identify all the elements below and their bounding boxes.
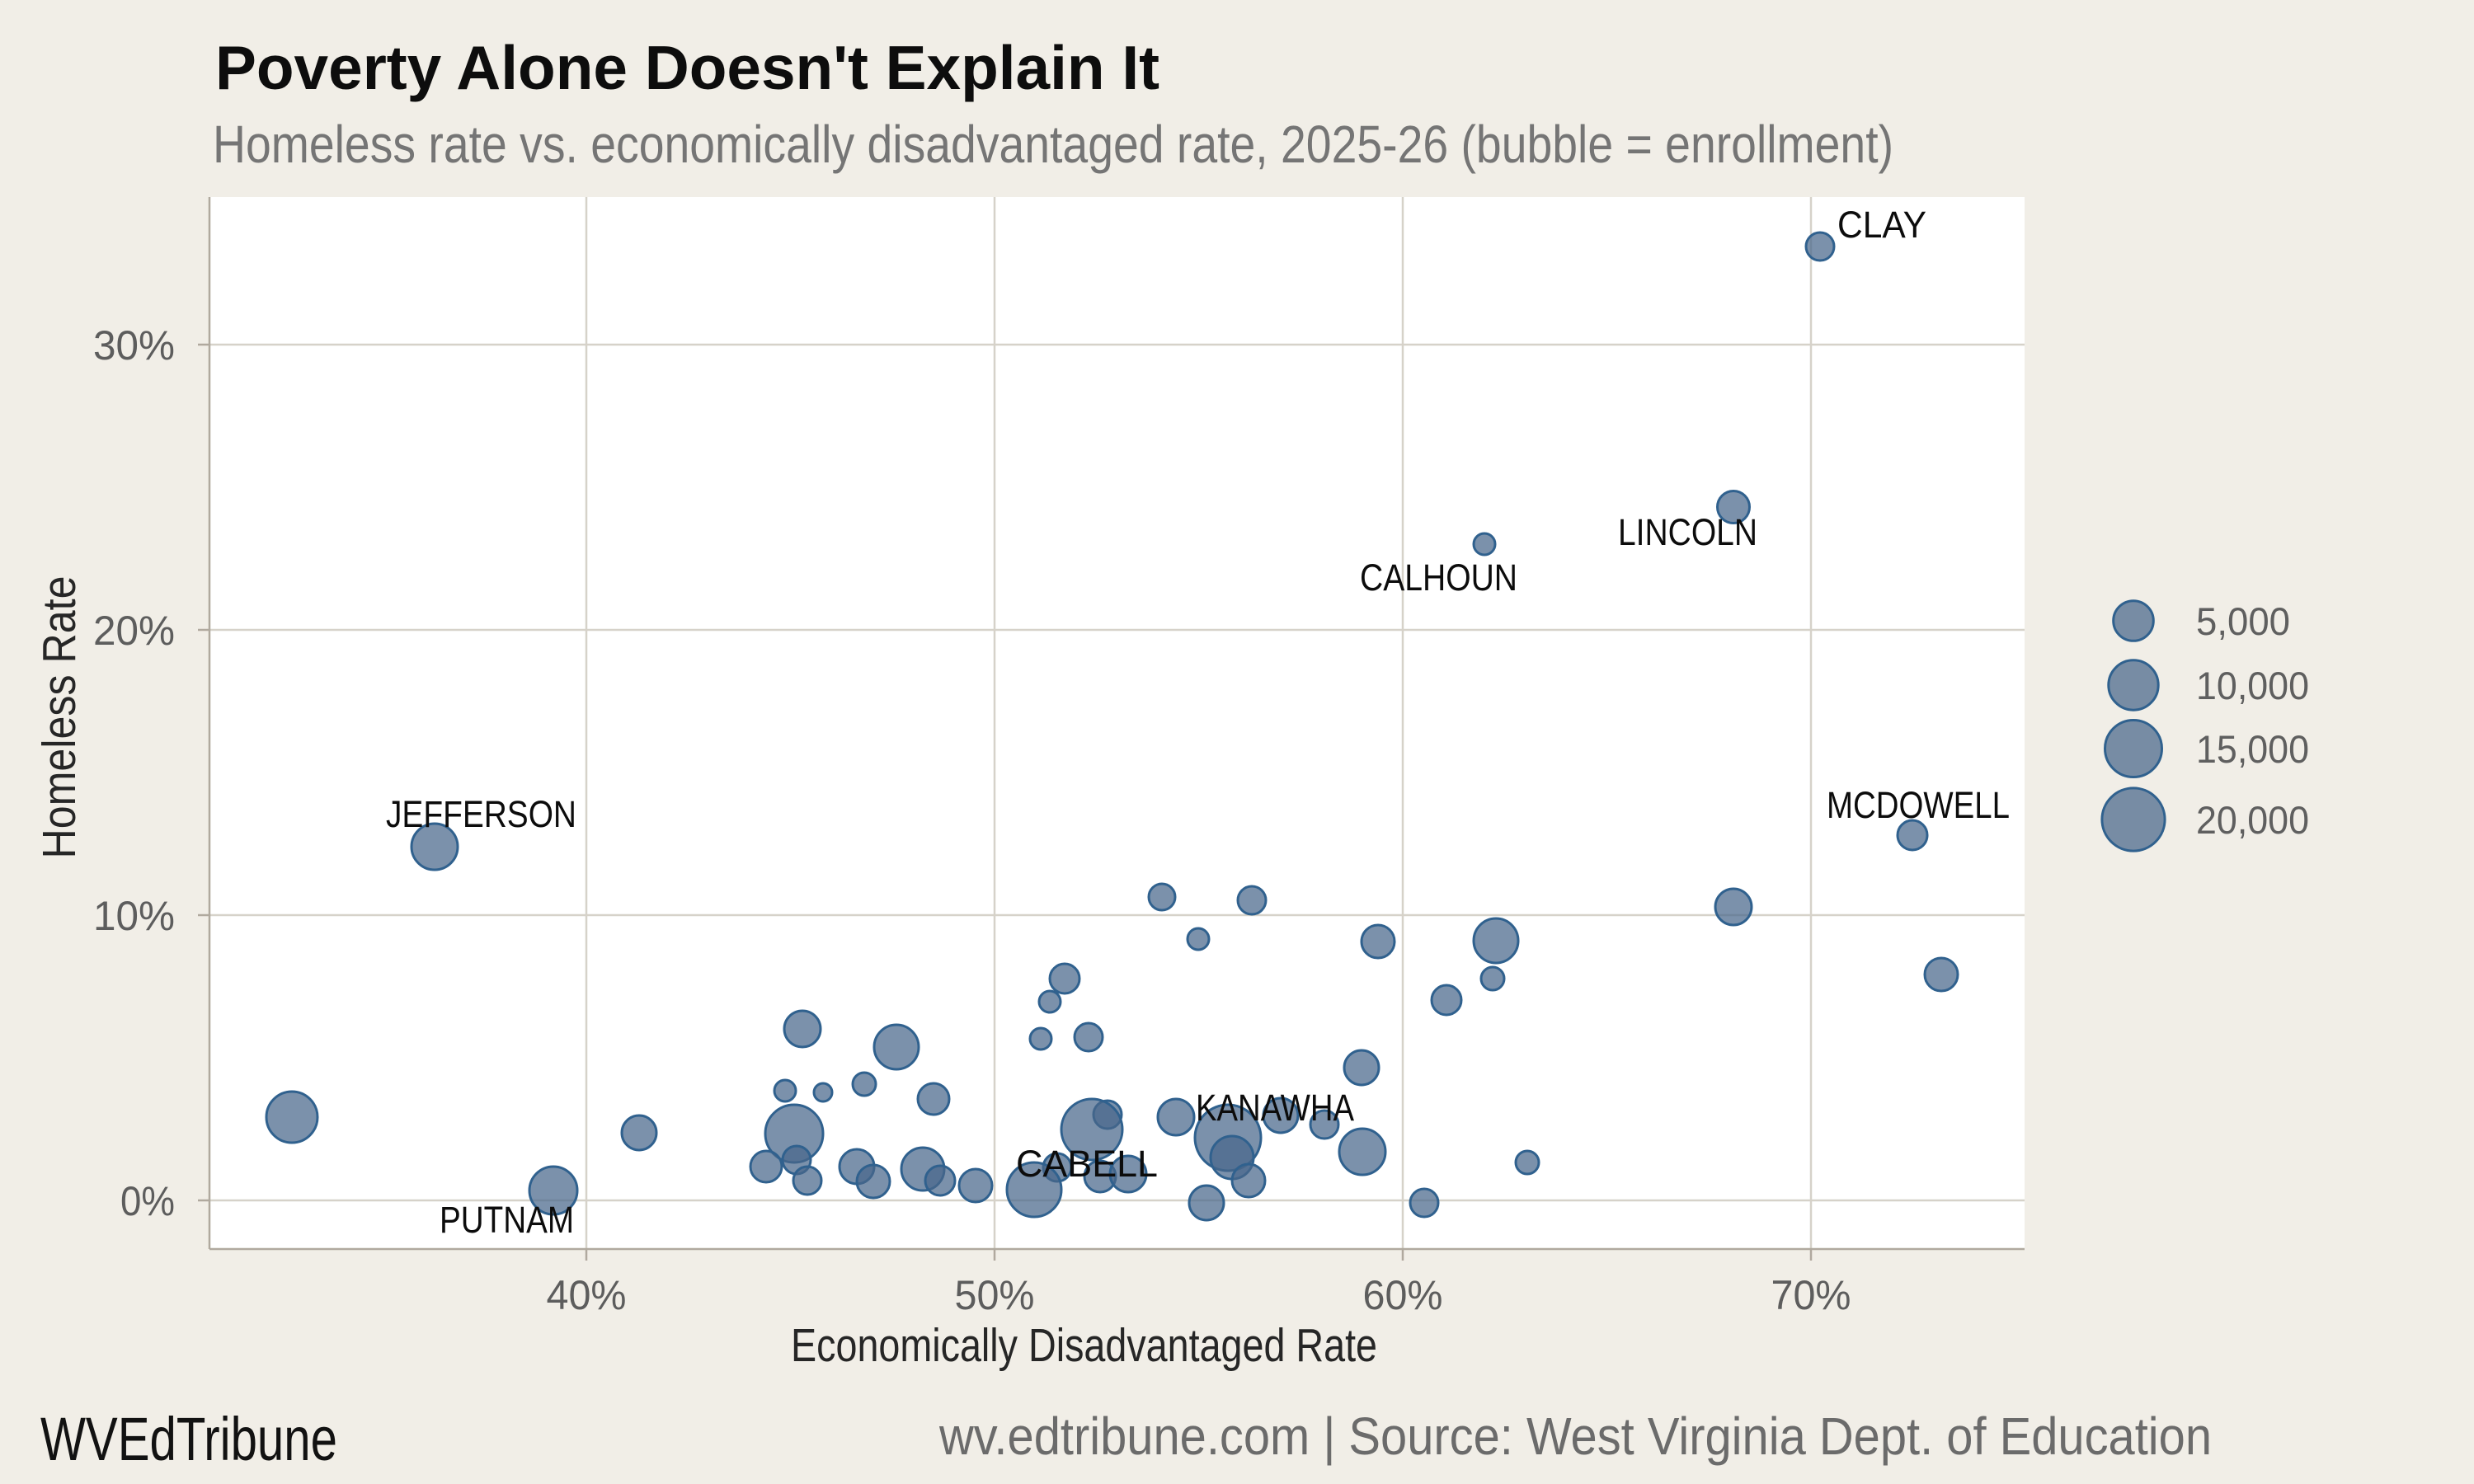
svg-text:10%: 10% [93,893,175,939]
svg-text:60%: 60% [1363,1272,1443,1318]
svg-text:KANAWHA: KANAWHA [1196,1087,1354,1129]
svg-text:Economically Disadvantaged Rat: Economically Disadvantaged Rate [791,1319,1377,1372]
svg-text:5,000: 5,000 [2196,599,2290,643]
svg-text:MCDOWELL: MCDOWELL [1827,784,2010,826]
svg-text:CABELL: CABELL [1016,1143,1158,1185]
svg-text:LINCOLN: LINCOLN [1618,511,1757,553]
svg-text:JEFFERSON: JEFFERSON [386,793,576,835]
svg-text:wv.edtribune.com | Source: Wes: wv.edtribune.com | Source: West Virginia… [938,1407,2212,1466]
svg-text:Homeless rate vs. economically: Homeless rate vs. economically disadvant… [213,115,1893,174]
svg-text:50%: 50% [955,1272,1035,1318]
svg-text:40%: 40% [547,1272,627,1318]
svg-text:WVEdTribune: WVEdTribune [40,1405,337,1473]
svg-text:70%: 70% [1771,1272,1851,1318]
svg-text:Homeless Rate: Homeless Rate [33,576,86,859]
svg-text:0%: 0% [120,1178,175,1224]
svg-text:CALHOUN: CALHOUN [1360,556,1517,599]
svg-text:Poverty Alone Doesn't Explain: Poverty Alone Doesn't Explain It [215,33,1159,102]
svg-text:30%: 30% [93,322,175,369]
svg-text:15,000: 15,000 [2196,727,2309,771]
svg-text:20%: 20% [93,608,175,654]
svg-text:20,000: 20,000 [2196,798,2309,842]
svg-text:PUTNAM: PUTNAM [440,1199,574,1241]
svg-text:10,000: 10,000 [2196,664,2309,707]
svg-text:CLAY: CLAY [1837,204,1926,246]
